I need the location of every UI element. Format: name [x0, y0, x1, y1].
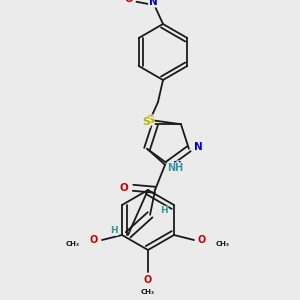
- Text: S: S: [142, 117, 150, 127]
- Text: O: O: [124, 0, 134, 4]
- Text: CH₃: CH₃: [66, 241, 80, 247]
- Text: S: S: [146, 115, 154, 125]
- Text: O: O: [144, 275, 152, 285]
- Text: H: H: [160, 206, 168, 215]
- Text: CH₃: CH₃: [141, 289, 155, 295]
- Text: N: N: [194, 142, 202, 152]
- Text: N: N: [172, 161, 182, 171]
- Text: N: N: [148, 0, 158, 7]
- Text: O: O: [90, 235, 98, 245]
- Text: O: O: [198, 235, 206, 245]
- Text: H: H: [110, 226, 118, 235]
- Text: CH₃: CH₃: [216, 241, 230, 247]
- Text: O: O: [120, 183, 128, 193]
- Text: NH: NH: [167, 163, 183, 173]
